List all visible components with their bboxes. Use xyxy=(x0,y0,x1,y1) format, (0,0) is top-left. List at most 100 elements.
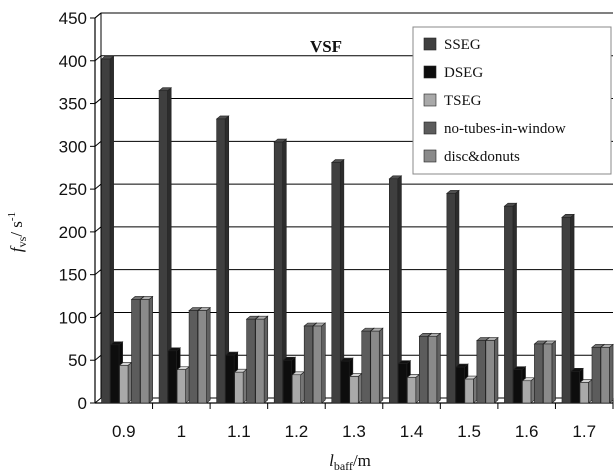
x-tick-label: 1.4 xyxy=(400,422,424,441)
y-tick-label: 0 xyxy=(78,394,87,413)
bar-side xyxy=(551,340,556,404)
y-tick-label: 300 xyxy=(59,137,87,156)
legend-label: SSEG xyxy=(444,37,481,53)
bar-side xyxy=(206,306,211,404)
bar xyxy=(331,162,341,404)
y-axis-title-sup: -1 xyxy=(6,212,18,221)
gridline-depth xyxy=(94,183,102,190)
legend-label: disc&donuts xyxy=(444,149,520,165)
bar xyxy=(131,299,141,404)
bar xyxy=(398,363,408,404)
bar xyxy=(140,299,150,404)
bar-side xyxy=(494,336,499,404)
bar xyxy=(543,343,553,404)
bar xyxy=(389,178,399,404)
y-tick-label: 50 xyxy=(68,351,87,370)
y-axis-depth-bottom xyxy=(94,397,102,404)
chart-title: VSF xyxy=(310,37,342,56)
legend-swatch xyxy=(423,149,437,163)
legend-label: TSEG xyxy=(444,93,482,109)
legend-label: no-tubes-in-window xyxy=(444,121,566,137)
bar-side xyxy=(185,365,190,404)
gridline-depth xyxy=(94,55,102,62)
bar xyxy=(119,365,129,404)
legend-swatch xyxy=(423,65,437,79)
bar xyxy=(579,382,589,404)
x-tick-label: 1.5 xyxy=(457,422,481,441)
y-tick-label: 250 xyxy=(59,180,87,199)
y-axis-depth-top xyxy=(94,12,102,19)
y-tick-labels: 0 50 100 150 200 250 300 350 400 450 xyxy=(59,9,87,413)
bar xyxy=(504,205,514,404)
bar-side xyxy=(127,361,132,404)
bar xyxy=(419,335,429,404)
bar-side xyxy=(321,322,326,404)
x-axis-title-unit: /m xyxy=(353,451,371,470)
legend-box xyxy=(412,26,612,175)
y-axis-title-sub: vs xyxy=(15,236,29,247)
x-tick-label: 1.1 xyxy=(227,422,251,441)
bar xyxy=(455,366,465,404)
bar xyxy=(303,325,313,404)
x-axis-title: lbaff/m xyxy=(329,451,371,472)
bar xyxy=(428,335,438,404)
bar xyxy=(188,310,198,404)
bar xyxy=(600,347,610,404)
bar xyxy=(282,359,292,404)
bar xyxy=(476,340,486,404)
bar-side xyxy=(609,343,614,404)
bar xyxy=(513,369,523,404)
legend-swatch xyxy=(423,121,437,135)
gridline-depth xyxy=(94,226,102,233)
x-tick-label: 1.3 xyxy=(342,422,366,441)
bar xyxy=(312,325,322,404)
bar xyxy=(464,378,474,404)
y-tick-label: 150 xyxy=(59,266,87,285)
x-tick-label: 1.6 xyxy=(515,422,539,441)
legend: SSEG DSEG TSEG no-tubes-in-window disc&donut… xyxy=(412,26,612,175)
bar xyxy=(291,374,301,404)
bar-side xyxy=(378,327,384,404)
bar xyxy=(349,376,359,404)
x-tick-labels: 0.9 1 1.1 1.2 1.3 1.4 1.5 1.6 1.7 xyxy=(112,422,596,441)
bar xyxy=(158,90,168,404)
bar-side xyxy=(588,378,593,404)
bar xyxy=(534,343,544,404)
bar-side xyxy=(473,375,478,404)
x-tick-label: 1 xyxy=(177,422,186,441)
gridline-depth xyxy=(94,140,102,147)
x-tick-label: 0.9 xyxy=(112,422,136,441)
y-tick-label: 200 xyxy=(59,223,87,242)
x-axis-title-main: l xyxy=(329,451,334,470)
bar xyxy=(446,193,456,404)
bar-side xyxy=(357,372,363,404)
bar xyxy=(485,340,495,404)
bar xyxy=(407,377,417,404)
gridline-depth xyxy=(94,269,102,276)
gridline-depth xyxy=(94,98,102,104)
bar-side xyxy=(300,371,305,404)
legend-label: DSEG xyxy=(444,65,483,81)
bar xyxy=(570,371,580,404)
x-axis-title-sub: baff xyxy=(334,459,353,472)
x-tick-label: 1.2 xyxy=(285,422,309,441)
bar xyxy=(225,354,235,404)
bars xyxy=(100,55,614,404)
bar xyxy=(370,330,380,404)
bar xyxy=(167,350,177,404)
bar-side xyxy=(263,315,269,404)
bar xyxy=(176,369,186,404)
bar xyxy=(591,347,601,404)
bar xyxy=(110,344,120,404)
bar-side xyxy=(436,332,441,404)
gridline-depth xyxy=(94,354,102,361)
bar-side xyxy=(415,373,420,404)
bar xyxy=(197,310,207,404)
gridline-depth xyxy=(94,312,102,318)
bar-side xyxy=(148,295,153,404)
bar xyxy=(216,118,226,404)
bar xyxy=(246,318,256,404)
y-axis-title-unit: / s xyxy=(7,221,26,237)
y-axis-title-main: f xyxy=(7,245,26,252)
